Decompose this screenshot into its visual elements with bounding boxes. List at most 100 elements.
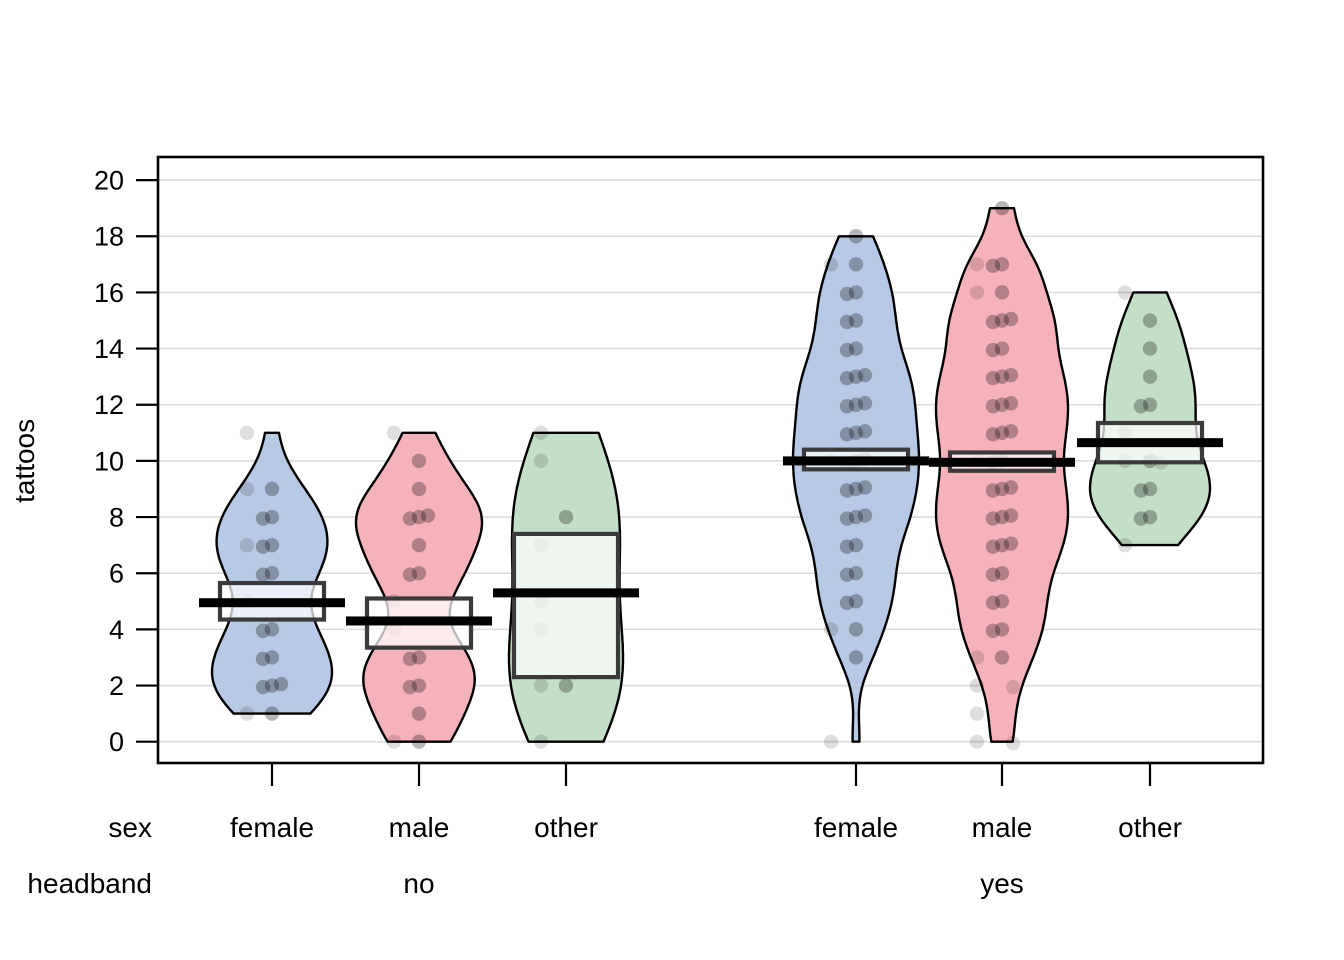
data-point: [839, 314, 855, 330]
data-point: [857, 480, 873, 495]
data-point: [1003, 424, 1019, 439]
violin-group-female-no: [199, 425, 345, 721]
data-point: [839, 595, 855, 610]
data-point: [839, 427, 855, 442]
data-point: [848, 594, 864, 609]
data-point-light: [969, 285, 985, 300]
sex-level-label: male: [972, 812, 1033, 843]
data-point: [1003, 396, 1019, 411]
y-tick-label: 8: [109, 503, 124, 533]
data-point: [1142, 481, 1158, 497]
data-point: [264, 706, 280, 721]
data-point: [848, 257, 864, 272]
data-point: [558, 509, 574, 525]
headband-row-label: headband: [27, 868, 152, 899]
y-tick-label: 18: [94, 222, 124, 252]
data-point: [255, 511, 271, 526]
data-point: [264, 678, 280, 693]
data-point: [839, 567, 855, 582]
data-point: [402, 567, 418, 582]
y-tick-label: 6: [109, 559, 124, 589]
data-points: [239, 425, 289, 721]
data-point: [994, 341, 1010, 356]
data-point: [994, 594, 1010, 609]
data-point: [1142, 369, 1158, 384]
data-point: [1133, 399, 1149, 414]
sex-level-label: other: [1118, 812, 1182, 843]
sex-level-label: other: [534, 812, 598, 843]
data-point: [994, 509, 1010, 525]
data-point-light: [1117, 285, 1133, 300]
headband-level-label: yes: [980, 868, 1024, 899]
data-point-light: [1005, 736, 1021, 751]
data-point: [1003, 508, 1019, 523]
data-point: [985, 539, 1001, 554]
data-point: [985, 567, 1001, 582]
data-point-light: [239, 537, 255, 553]
violin-group-female-yes: [783, 229, 929, 749]
data-point: [848, 509, 864, 525]
data-point: [1133, 511, 1149, 526]
data-point: [985, 399, 1001, 414]
data-point: [402, 651, 418, 667]
data-point: [848, 313, 864, 328]
data-point-light: [823, 734, 839, 749]
sex-row-label: sex: [108, 812, 152, 843]
violin-group-male-yes: [929, 200, 1075, 751]
sex-level-label: male: [389, 812, 450, 843]
data-point-light: [823, 257, 839, 272]
data-point: [411, 650, 427, 665]
data-point: [1142, 509, 1158, 525]
data-point: [255, 567, 271, 582]
data-point-light: [386, 734, 402, 749]
data-point: [985, 314, 1001, 330]
data-point: [1003, 367, 1019, 383]
y-tick-label: 20: [94, 166, 124, 196]
data-point: [994, 257, 1010, 272]
data-point-light: [239, 481, 255, 497]
data-point: [848, 566, 864, 581]
data-point: [558, 678, 574, 693]
data-point: [848, 369, 864, 384]
data-points: [823, 229, 873, 749]
data-point: [848, 537, 864, 553]
violin-group-male-no: [346, 425, 492, 749]
violin-group-other-no: [493, 425, 639, 749]
data-point: [1142, 397, 1158, 412]
data-points: [969, 200, 1021, 751]
y-axis-title: tattoos: [9, 419, 40, 503]
data-point: [857, 367, 873, 383]
data-point: [994, 397, 1010, 412]
data-point-light: [969, 257, 985, 272]
data-point: [255, 651, 271, 667]
data-point: [1003, 480, 1019, 495]
data-point: [985, 342, 1001, 358]
data-point: [848, 341, 864, 356]
mean-line: [1077, 438, 1223, 448]
data-point: [994, 313, 1010, 328]
data-point-light: [1117, 537, 1133, 553]
y-tick-label: 2: [109, 671, 124, 701]
data-point: [839, 399, 855, 414]
mean-line: [493, 588, 639, 598]
data-point: [994, 481, 1010, 497]
data-point: [411, 537, 427, 553]
data-point-light: [533, 734, 549, 749]
data-point: [255, 539, 271, 554]
violin-group-other-yes: [1077, 285, 1223, 553]
data-point-light: [969, 706, 985, 721]
y-tick-label: 16: [94, 278, 124, 308]
data-point-light: [533, 678, 549, 693]
data-point-light: [969, 734, 985, 749]
data-point: [848, 229, 864, 244]
data-point: [411, 678, 427, 693]
data-point: [1142, 313, 1158, 328]
data-point: [985, 370, 1001, 386]
data-point: [839, 483, 855, 498]
data-point: [411, 734, 427, 749]
data-point: [1003, 536, 1019, 551]
data-point-light: [823, 622, 839, 637]
data-point: [411, 706, 427, 721]
data-point: [848, 285, 864, 300]
